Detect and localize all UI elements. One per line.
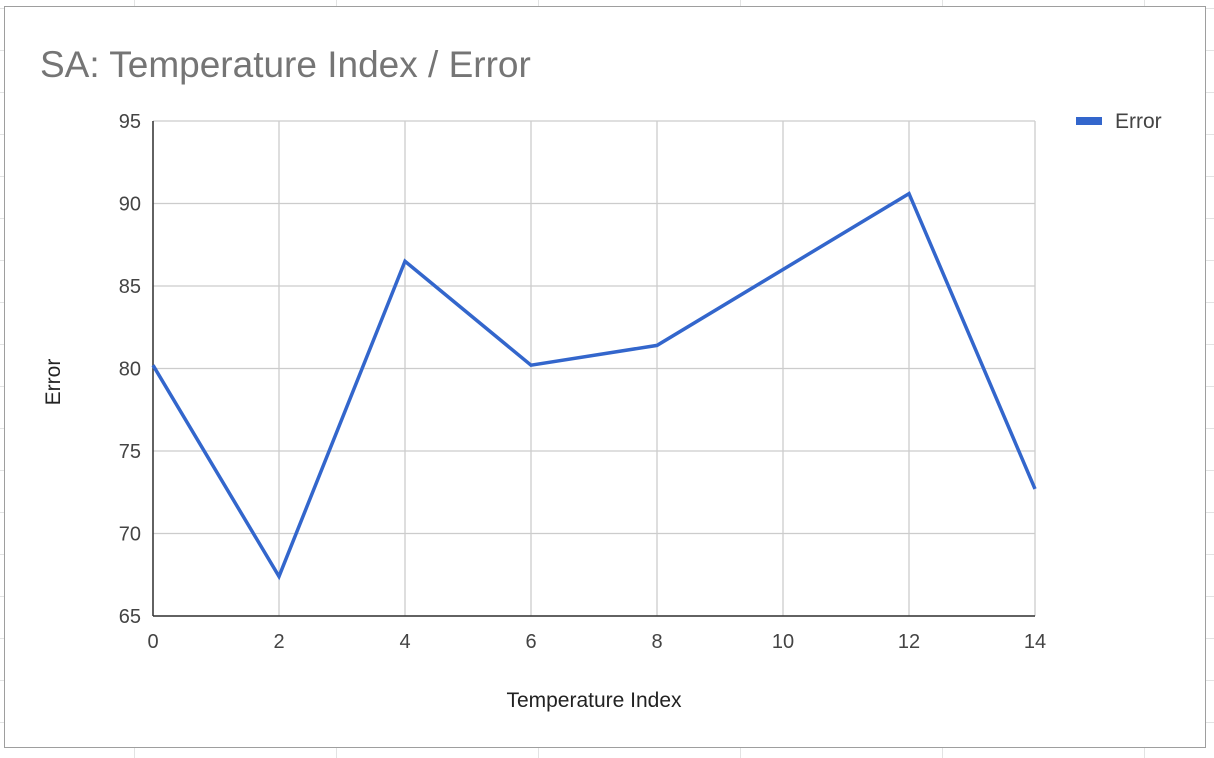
data-point[interactable] [903,188,915,200]
y-tick-label: 65 [119,606,141,628]
y-tick-label: 80 [119,359,141,381]
chart-card[interactable] [4,6,1206,748]
x-tick-labels: 0 2 4 6 8 10 12 14 [147,631,1046,653]
legend[interactable]: Error [1076,110,1162,133]
x-axis-title: Temperature Index [506,689,682,712]
legend-label: Error [1115,110,1162,133]
legend-swatch [1076,117,1102,125]
x-tick-label: 0 [147,631,158,653]
series-line-error [151,191,1037,581]
x-tick-label: 8 [651,631,662,653]
x-tick-label: 14 [1024,631,1046,653]
y-tick-label: 75 [119,441,141,463]
y-tick-labels: 65 70 75 80 85 90 95 [119,111,141,628]
data-point[interactable] [147,359,159,371]
chart-title: SA: Temperature Index / Error [40,44,531,85]
data-point[interactable] [399,255,411,267]
x-tick-label: 2 [273,631,284,653]
series-layer [147,188,1041,582]
data-point[interactable] [1029,483,1041,495]
y-tick-label: 95 [119,111,141,133]
data-point[interactable] [651,339,663,351]
x-tick-label: 12 [898,631,920,653]
y-tick-label: 70 [119,524,141,546]
data-point[interactable] [273,570,285,582]
x-tick-label: 10 [772,631,794,653]
x-tick-label: 4 [399,631,410,653]
y-tick-label: 85 [119,276,141,298]
x-tick-label: 6 [525,631,536,653]
data-point[interactable] [525,359,537,371]
y-tick-label: 90 [119,194,141,216]
y-axis-title: Error [42,359,65,406]
gridlines [152,120,1036,617]
